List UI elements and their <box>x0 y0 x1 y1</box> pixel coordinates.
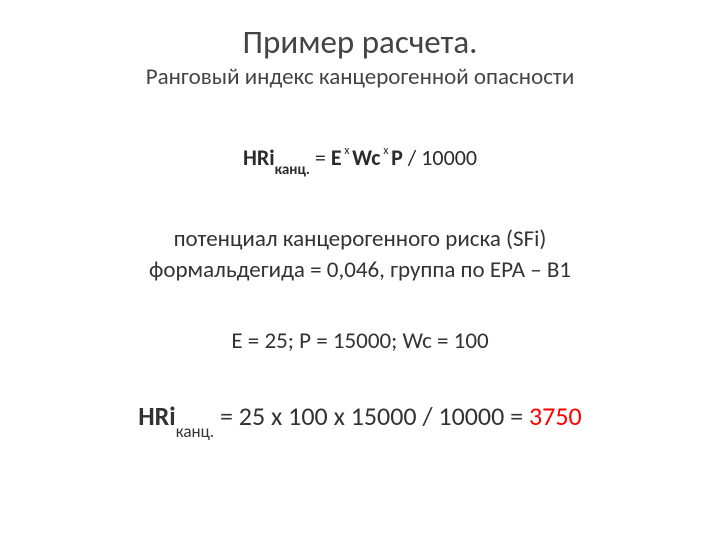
slide-subtitle: Ранговый индекс канцерогенной опасности <box>40 64 680 92</box>
result-line: HRiканц. = 25 х 100 х 15000 / 10000 = 37… <box>40 400 680 437</box>
formula-wc: Wc <box>352 144 380 171</box>
formula-tail: / 10000 <box>403 144 477 171</box>
result-hri-sub: канц. <box>176 421 214 442</box>
formula-hri: HRi <box>243 144 275 171</box>
result-mid: = 25 х 100 х 15000 / 10000 = <box>214 400 529 432</box>
formula-times2: х <box>380 144 391 158</box>
slide-container: Пример расчета. Ранговый индекс канцерог… <box>0 0 720 540</box>
formula: HRiканц. = E х Wc х P / 10000 <box>40 144 680 177</box>
formula-times1: х <box>342 144 353 158</box>
formula-hri-sub: канц. <box>275 161 310 179</box>
formula-e: E <box>331 144 342 171</box>
formula-p: P <box>391 144 403 171</box>
formula-equals: = <box>310 144 331 171</box>
slide-title: Пример расчета. <box>40 24 680 62</box>
result-value: 3750 <box>529 400 582 432</box>
desc-line-2: формальдегида = 0,046, группа по ЕРА – В… <box>40 255 680 286</box>
result-hri: HRi <box>138 400 175 432</box>
description: потенциал канцерогенного риска (SFi) фор… <box>40 224 680 286</box>
desc-line-1: потенциал канцерогенного риска (SFi) <box>40 224 680 255</box>
values-line: Е = 25; Р = 15000; Wc = 100 <box>40 327 680 357</box>
